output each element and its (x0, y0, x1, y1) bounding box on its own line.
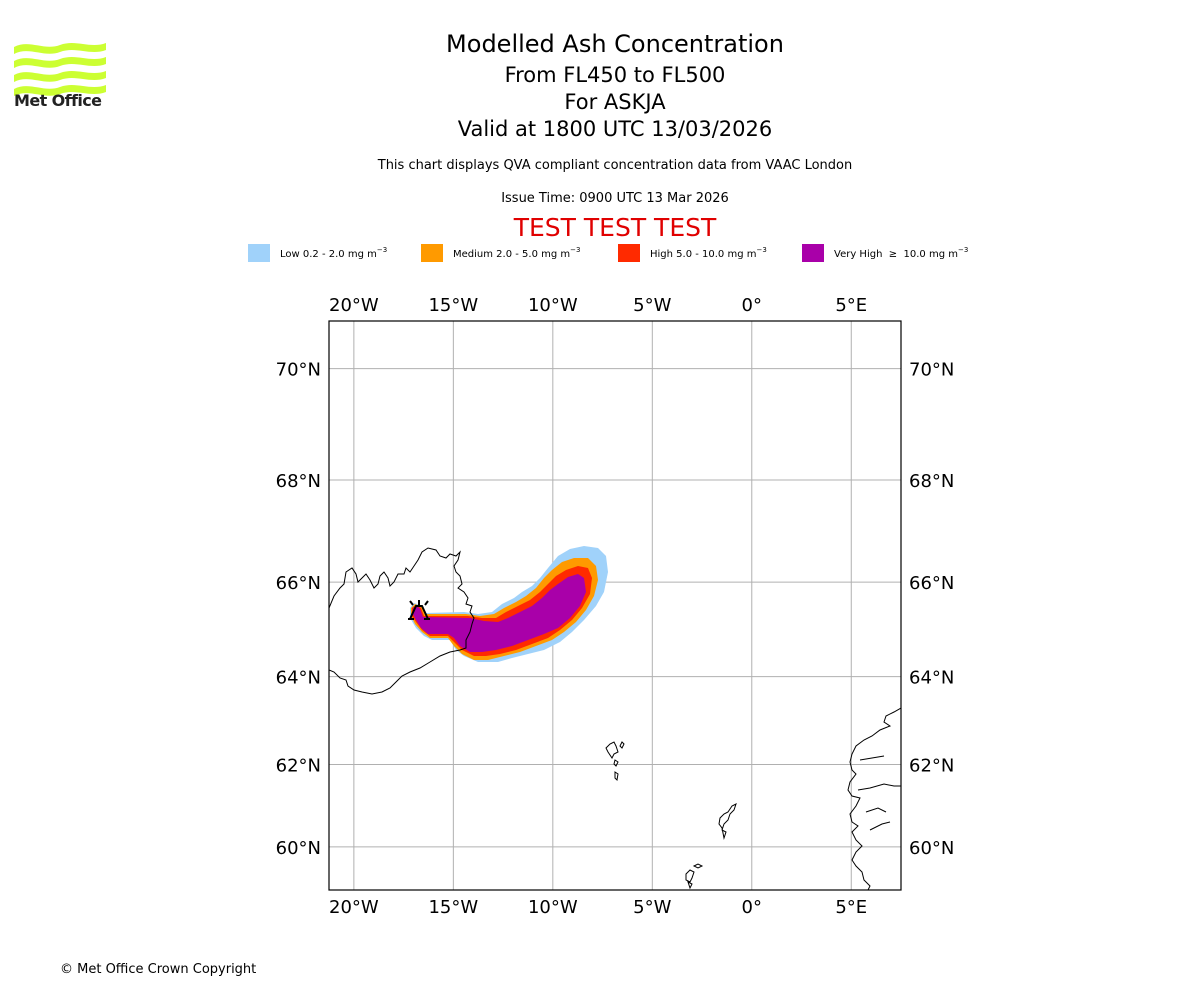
lat-tick-label-right: 60°N (909, 838, 954, 859)
test-banner: TEST TEST TEST (513, 213, 717, 242)
lat-tick-label-right: 64°N (909, 668, 954, 689)
valid-time: Valid at 1800 UTC 13/03/2026 (457, 117, 773, 141)
volcano-icon (408, 600, 430, 620)
ash-plume (410, 546, 608, 662)
coastline-iceland (329, 547, 475, 695)
copyright-text: © Met Office Crown Copyright (60, 962, 257, 977)
lat-tick-label-left: 68°N (276, 471, 321, 492)
lon-tick-label-bottom: 5°E (835, 897, 867, 918)
coastline-norway (847, 707, 901, 890)
lon-tick-label-top: 15°W (428, 295, 478, 316)
lon-tick-label-top: 0° (742, 295, 762, 316)
coastline-orkney (685, 863, 704, 890)
lon-tick-label-bottom: 5°W (633, 897, 671, 918)
chart-title: Modelled Ash Concentration (446, 30, 784, 58)
lat-tick-label-right: 70°N (909, 360, 954, 381)
tick-labels: 20°W 20°W 15°W 15°W 10°W 10°W 5°W 5°W 0° 0° 5°E 5°E… (276, 295, 955, 918)
coastline-shetland (718, 803, 737, 840)
map-background (329, 321, 901, 890)
legend-swatch-medium (421, 244, 443, 262)
legend-swatch-very-high (802, 244, 824, 262)
map-frame (328, 320, 902, 891)
lon-tick-label-top: 10°W (528, 295, 578, 316)
legend-swatch-low (248, 244, 270, 262)
lon-tick-label-top: 5°E (835, 295, 867, 316)
lon-tick-label-bottom: 10°W (528, 897, 578, 918)
lat-tick-label-left: 66°N (276, 573, 321, 594)
lat-tick-label-right: 66°N (909, 573, 954, 594)
chart-description: This chart displays QVA compliant concen… (377, 158, 853, 173)
lon-tick-label-bottom: 0° (742, 897, 762, 918)
lat-tick-label-left: 62°N (276, 756, 321, 777)
legend-label-medium: Medium 2.0 - 5.0 mg m−3 (453, 246, 581, 260)
lat-tick-label-left: 70°N (276, 360, 321, 381)
legend-label-low: Low 0.2 - 2.0 mg m−3 (280, 246, 388, 260)
legend-label-very-high: Very High ≥ 10.0 mg m−3 (834, 246, 969, 260)
met-office-logo-icon (14, 43, 106, 96)
lat-tick-label-right: 68°N (909, 471, 954, 492)
legend-item-medium: Medium 2.0 - 5.0 mg m−3 (421, 244, 580, 262)
plume-very-high (413, 574, 586, 652)
lon-tick-label-top: 20°W (329, 295, 379, 316)
lat-tick-label-left: 60°N (276, 838, 321, 859)
lon-tick-label-top: 5°W (633, 295, 671, 316)
legend-item-high: High 5.0 - 10.0 mg m−3 (618, 244, 767, 262)
lon-tick-label-bottom: 20°W (329, 897, 379, 918)
legend-item-low: Low 0.2 - 2.0 mg m−3 (248, 244, 387, 262)
lat-tick-label-right: 62°N (909, 756, 954, 777)
coastlines (329, 547, 901, 890)
lon-tick-label-bottom: 15°W (428, 897, 478, 918)
flight-level-range: From FL450 to FL500 (504, 63, 726, 87)
coastline-faroe-islands (605, 741, 625, 782)
lat-tick-label-left: 64°N (276, 668, 321, 689)
volcano-name: For ASKJA (564, 90, 666, 114)
legend-label-high: High 5.0 - 10.0 mg m−3 (650, 246, 767, 260)
legend-item-very-high: Very High ≥ 10.0 mg m−3 (802, 244, 968, 262)
legend-swatch-high (618, 244, 640, 262)
issue-time: Issue Time: 0900 UTC 13 Mar 2026 (501, 191, 729, 206)
logo-text: Met Office (14, 91, 102, 110)
